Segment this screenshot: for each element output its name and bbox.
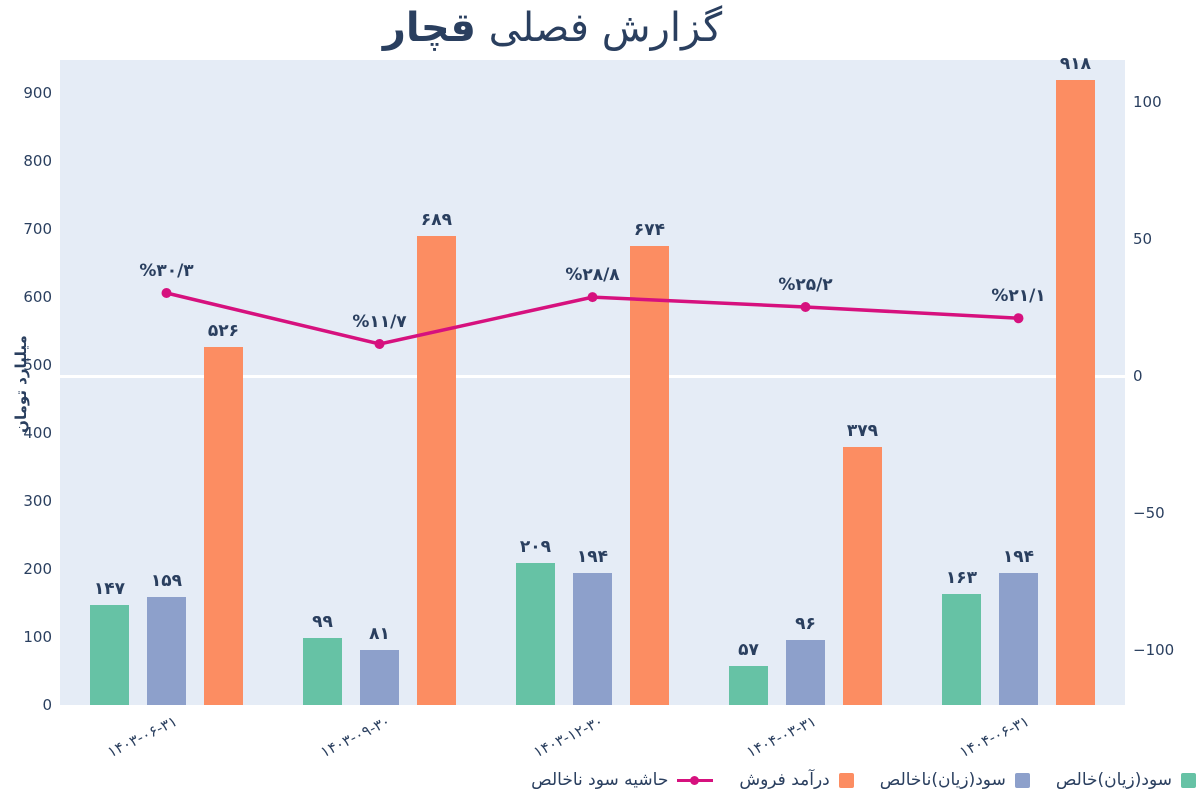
legend-item[interactable]: درآمد فروش [739, 770, 854, 790]
bar-value-label: ۵۲۶ [207, 321, 240, 342]
bar-value-label: ۹۱۸ [1059, 54, 1092, 75]
margin-value-label: %۲۸/۸ [565, 265, 620, 286]
x-axis-tick-label: ۱۴۰۳-۱۲-۳۰ [530, 712, 607, 762]
margin-point[interactable] [800, 301, 811, 312]
left-axis-tick: 500 [23, 355, 52, 374]
chart-title-symbol: قچار [382, 5, 476, 51]
bar-gross-profit[interactable] [573, 573, 612, 705]
margin-point[interactable] [587, 292, 598, 303]
bar-value-label: ۱۵۹ [150, 570, 183, 591]
margin-point[interactable] [1013, 313, 1024, 324]
legend-square-swatch [1014, 772, 1030, 788]
margin-value-label: %۲۵/۲ [778, 274, 833, 295]
legend-item-label: سود(زیان)خالص [1055, 770, 1172, 790]
bar-value-label: ۱۴۷ [93, 578, 126, 599]
bar-value-label: ۸۱ [369, 623, 390, 644]
legend-square-swatch [1181, 772, 1196, 788]
legend: حاشیه سود ناخالص درآمد فروش سود(زیان)ناخال… [531, 770, 1196, 790]
zero-gridline [60, 374, 1125, 378]
bar-gross-profit[interactable] [360, 649, 399, 705]
left-axis-tick: 600 [23, 287, 52, 306]
margin-value-label: %۲۱/۱ [991, 286, 1046, 307]
bar-value-label: ۵۷ [738, 640, 759, 661]
right-axis-tick: 100 [1133, 92, 1162, 111]
bar-gross-profit[interactable] [786, 639, 825, 705]
legend-square-swatch [838, 772, 854, 788]
bar-value-label: ۲۰۹ [519, 536, 552, 557]
bar-net-profit[interactable] [303, 637, 342, 705]
left-axis-tick: 700 [23, 219, 52, 238]
bar-net-profit[interactable] [729, 666, 768, 705]
margin-point[interactable] [161, 288, 172, 299]
bar-net-profit[interactable] [90, 604, 129, 705]
bar-value-label: ۹۶ [795, 613, 816, 634]
bar-revenue[interactable] [630, 246, 669, 705]
left-axis-tick: 200 [23, 559, 52, 578]
bar-net-profit[interactable] [516, 562, 555, 705]
bar-value-label: ۱۶۳ [945, 568, 978, 589]
bar-revenue[interactable] [204, 347, 243, 705]
bar-value-label: ۱۹۴ [1002, 547, 1035, 567]
x-axis-tick-label: ۱۴۰۴-۰۶-۳۱ [956, 712, 1033, 762]
legend-item[interactable]: سود(زیان)خالص [1056, 770, 1196, 790]
bar-gross-profit[interactable] [147, 596, 186, 705]
bar-revenue[interactable] [417, 236, 456, 705]
left-axis-tick: 900 [23, 83, 52, 102]
left-axis-tick: 400 [23, 423, 52, 442]
legend-item[interactable]: سود(زیان)ناخالص [880, 770, 1030, 790]
legend-item-label: سود(زیان)ناخالص [879, 770, 1006, 790]
right-axis-tick: −100 [1133, 641, 1175, 660]
margin-point[interactable] [374, 338, 385, 349]
bar-value-label: ۹۹ [312, 611, 333, 632]
legend-item[interactable]: حاشیه سود ناخالص [531, 770, 714, 790]
plot-area: ۱۴۷ ۹۹ ۲۰۹ ۵۷ ۱۶۳ ۱۵۹ ۸۱ ۱۹۴ ۹۶ ۱۹۴ ۵۲۶ ۶۸۹ ۶۷۴ ۳۷۹ ۹۱… [60, 54, 1125, 705]
bar-value-label: ۳۷۹ [846, 421, 879, 442]
bar-revenue[interactable] [1056, 80, 1095, 705]
chart-title-text: گزارش فصلی [488, 5, 723, 51]
bar-net-profit[interactable] [942, 594, 981, 705]
right-axis-tick: −50 [1133, 504, 1165, 523]
x-axis-tick-label: ۱۴۰۴-۰۳-۳۱ [743, 712, 820, 762]
legend-line-swatch [677, 773, 714, 787]
bar-value-label: ۶۸۹ [420, 210, 453, 231]
legend-line-marker [690, 775, 700, 785]
left-axis-tick: 0 [42, 696, 52, 714]
bar-gross-profit[interactable] [999, 573, 1038, 705]
bar-value-label: ۶۷۴ [633, 220, 666, 241]
bar-value-label: ۱۹۴ [576, 547, 609, 567]
margin-line-layer [161, 288, 1024, 349]
chart-title: گزارش فصلی قچار [0, 2, 1105, 54]
left-axis-tick: 800 [23, 151, 52, 170]
left-axis-tick: 300 [23, 491, 52, 510]
right-axis-tick: 0 [1133, 367, 1143, 386]
left-axis-tick: 100 [23, 627, 52, 646]
right-axis-tick: 50 [1133, 229, 1153, 248]
bar-revenue[interactable] [843, 447, 882, 705]
legend-item-label: درآمد فروش [739, 770, 830, 790]
x-axis-tick-label: ۱۴۰۳-۰۹-۳۰ [317, 712, 394, 762]
x-axis-tick-label: ۱۴۰۳-۰۶-۳۱ [104, 712, 181, 762]
margin-value-label: %۱۱/۷ [352, 311, 407, 332]
margin-value-label: %۳۰/۳ [139, 261, 194, 281]
legend-item-label: حاشیه سود ناخالص [531, 770, 669, 790]
